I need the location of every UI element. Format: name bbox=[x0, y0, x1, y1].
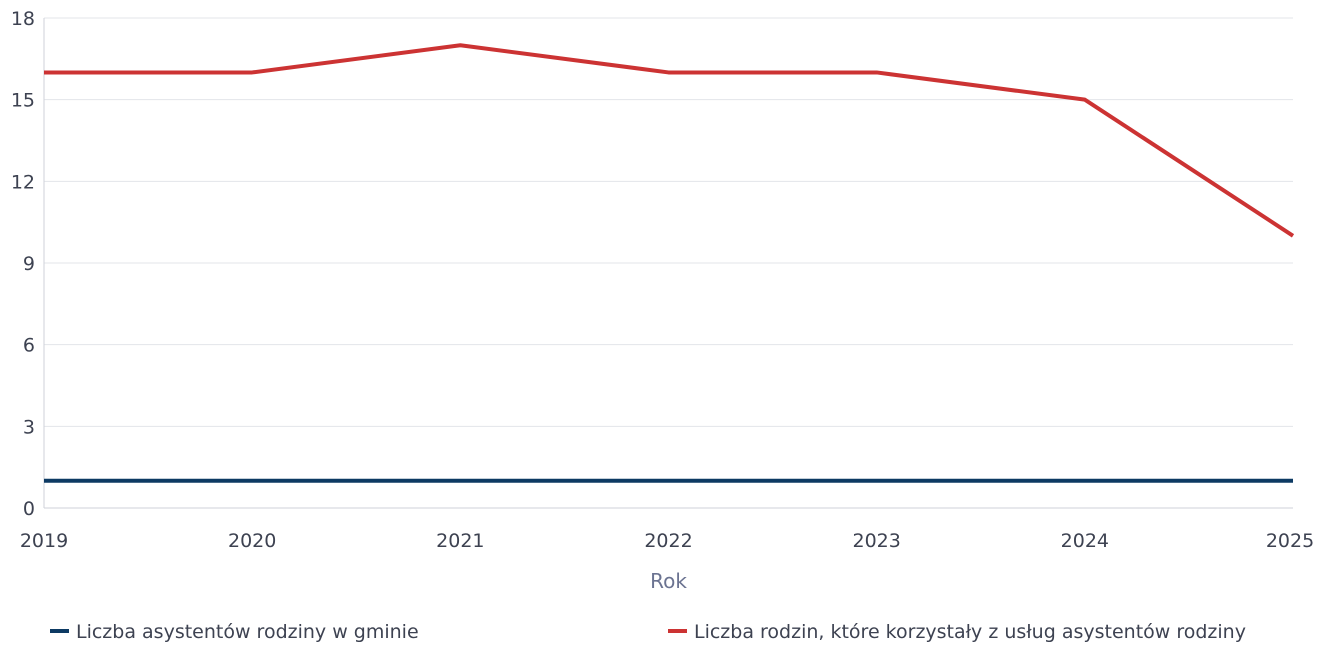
x-tick-label: 2023 bbox=[852, 530, 900, 552]
series-lines bbox=[44, 43, 1295, 483]
legend-item-2[interactable]: Liczba rodzin, które korzystały z usług … bbox=[668, 621, 1246, 643]
x-tick-label: 2020 bbox=[228, 530, 276, 552]
y-tick-label: 18 bbox=[11, 8, 35, 30]
x-tick-label: 2022 bbox=[644, 530, 692, 552]
y-tick-label: 9 bbox=[23, 253, 35, 275]
x-tick-labels: 2019 2020 2021 2022 2023 2024 2025 bbox=[20, 530, 1314, 552]
y-tick-label: 15 bbox=[11, 90, 35, 112]
y-tick-label: 6 bbox=[23, 335, 35, 357]
series-line-2[interactable] bbox=[44, 43, 1295, 238]
y-tick-label: 0 bbox=[23, 498, 35, 520]
x-tick-label: 2019 bbox=[20, 530, 68, 552]
x-axis-title: Rok bbox=[650, 569, 687, 593]
x-tick-label: 2024 bbox=[1061, 530, 1109, 552]
legend-item-1[interactable]: Liczba asystentów rodziny w gminie bbox=[50, 621, 419, 643]
x-tick-label: 2021 bbox=[436, 530, 484, 552]
y-tick-labels: 0 3 6 9 12 15 18 bbox=[11, 8, 35, 520]
legend-label: Liczba rodzin, które korzystały z usług … bbox=[694, 621, 1246, 643]
legend-label: Liczba asystentów rodziny w gminie bbox=[76, 621, 419, 643]
axes bbox=[43, 18, 1293, 509]
y-tick-label: 12 bbox=[11, 171, 35, 193]
grid-lines bbox=[44, 17, 1293, 427]
legend[interactable]: Liczba asystentów rodziny w gminie Liczba… bbox=[50, 621, 1246, 643]
x-tick-label: 2025 bbox=[1266, 530, 1314, 552]
y-tick-label: 3 bbox=[23, 416, 35, 438]
